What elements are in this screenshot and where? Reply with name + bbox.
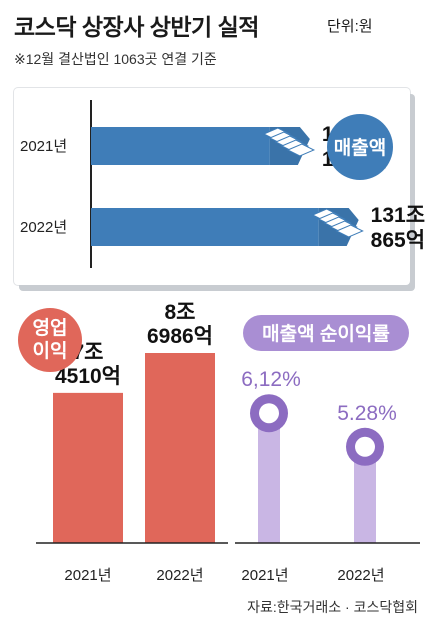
op-value-label-1: 4510억 <box>55 365 121 388</box>
margin-bar-1 <box>258 413 280 543</box>
margin-year-label-1: 2021년 <box>241 567 288 584</box>
margin-badge-label: 매출액 순이익률 <box>262 323 390 345</box>
sales-bar-1 <box>91 127 316 165</box>
sales-value-label-2: 131조 <box>371 204 425 227</box>
margin-year-label-2: 2022년 <box>337 567 384 584</box>
sales-badge <box>327 114 393 180</box>
op-year-label-2: 2022년 <box>156 567 203 584</box>
op-year-label-1: 2021년 <box>64 567 111 584</box>
op-value-label-2: 8조 <box>165 301 196 324</box>
op-bar-2 <box>145 353 215 543</box>
op-badge-label: 이익 <box>33 340 68 362</box>
margin-badge <box>243 315 409 351</box>
op-value-label-2: 6986억 <box>147 325 213 348</box>
sales-bar-2 <box>91 208 364 246</box>
margin-marker-hole-2 <box>355 436 375 457</box>
unit-label: 단위:원 <box>327 18 373 35</box>
margin-marker-hole-1 <box>259 403 279 424</box>
chart-title: 코스닥 상장사 상반기 실적 <box>14 14 259 40</box>
margin-bar-2 <box>354 446 376 543</box>
margin-value-label-1: 6,12% <box>241 368 301 391</box>
source-label: 자료:한국거래소 · 코스닥협회 <box>247 599 418 615</box>
sales-badge-label: 매출액 <box>334 137 386 159</box>
op-badge <box>18 308 82 372</box>
op-bar-1 <box>53 392 123 543</box>
op-badge-label: 영업 <box>33 317 68 339</box>
sales-year-label-2: 2022년 <box>20 219 67 236</box>
sales-year-label-1: 2021년 <box>20 138 67 155</box>
sales-value-label-2: 865억 <box>371 229 425 252</box>
margin-value-label-2: 5.28% <box>337 402 397 425</box>
footnote: ※12월 결산법인 1063곳 연결 기준 <box>14 51 217 67</box>
